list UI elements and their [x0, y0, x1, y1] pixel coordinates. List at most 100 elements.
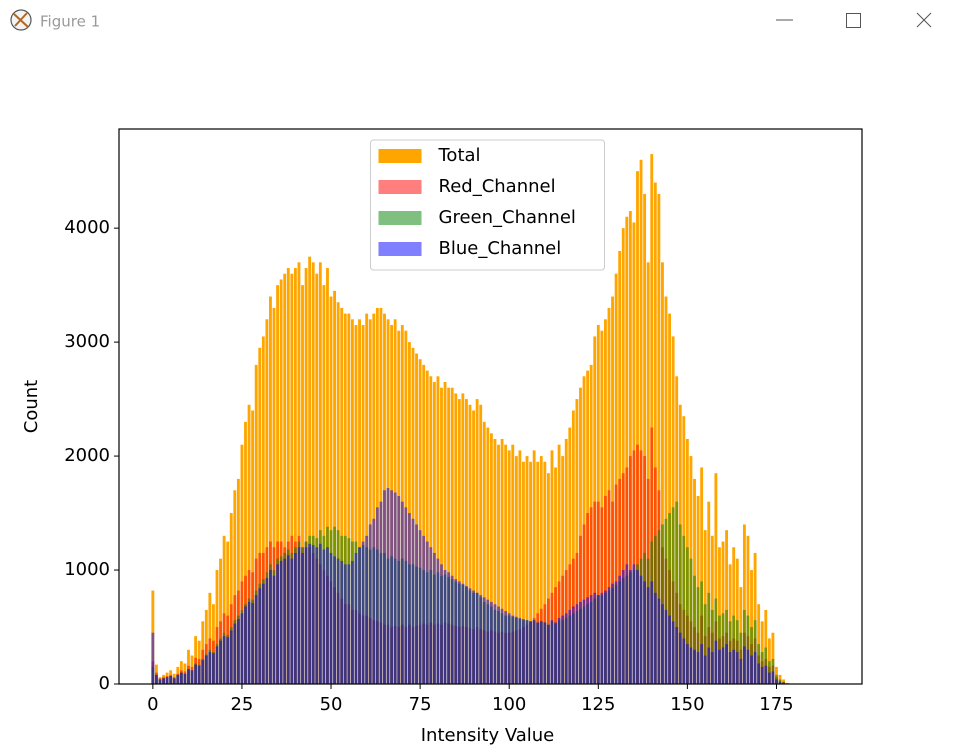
bar [358, 547, 361, 684]
bar [529, 621, 533, 684]
bar [315, 273, 319, 684]
bar [479, 404, 483, 684]
bar [725, 644, 729, 684]
bar [162, 678, 165, 684]
bar [336, 558, 340, 684]
bar [653, 592, 657, 684]
bar [197, 665, 201, 684]
bar [429, 547, 433, 684]
window-title: Figure 1 [40, 13, 100, 31]
legend-label: Total [438, 145, 481, 166]
bar [746, 535, 750, 684]
bar [693, 575, 696, 684]
bar [279, 560, 283, 684]
bar [486, 599, 490, 684]
bar [546, 473, 550, 684]
bar [347, 564, 351, 684]
bar [269, 296, 272, 684]
bar [436, 558, 440, 684]
bar [465, 399, 468, 684]
bar [208, 652, 212, 684]
bar [425, 370, 429, 684]
bar [568, 609, 572, 684]
bar [422, 535, 426, 684]
bar [279, 279, 283, 684]
bar [375, 307, 379, 684]
bar [447, 387, 451, 684]
bar [165, 677, 169, 684]
bar [650, 154, 654, 684]
bar [457, 581, 461, 684]
bar [418, 530, 422, 684]
bar [543, 461, 547, 684]
bar [550, 450, 554, 684]
bar [746, 649, 750, 684]
bar [689, 558, 693, 684]
bar [525, 620, 529, 684]
bar [432, 552, 436, 684]
bar [290, 273, 294, 684]
bar [625, 216, 629, 685]
bar [386, 487, 390, 684]
bar [721, 541, 725, 684]
close-button[interactable] [916, 12, 932, 28]
bar [714, 640, 718, 684]
bar [750, 655, 753, 684]
bar [297, 262, 301, 684]
bar [187, 669, 190, 684]
bar [707, 592, 711, 684]
bar [522, 619, 525, 684]
bar [311, 544, 315, 684]
bar [286, 555, 290, 684]
bar [311, 262, 315, 684]
bar [700, 467, 704, 684]
bar [368, 524, 372, 684]
bar [646, 262, 650, 684]
bar [290, 558, 294, 684]
bar [621, 570, 625, 684]
bar [183, 673, 187, 684]
bar [618, 250, 622, 685]
bar [671, 507, 675, 684]
bar [415, 524, 418, 684]
bar [333, 556, 337, 684]
bar [767, 672, 771, 684]
bar [760, 666, 764, 684]
bar [721, 647, 725, 684]
x-tick-label: 125 [581, 694, 615, 715]
bar [575, 604, 579, 684]
bar [415, 353, 418, 684]
bar [739, 632, 743, 684]
bar [693, 649, 696, 684]
bar [539, 456, 543, 684]
bar [507, 450, 511, 684]
bar [276, 564, 280, 684]
bar [443, 570, 447, 684]
bar [529, 461, 533, 684]
bar [158, 679, 162, 684]
maximize-button[interactable] [846, 13, 861, 28]
bar [661, 262, 664, 684]
bar [190, 670, 194, 684]
bar [657, 598, 661, 684]
bar [596, 595, 600, 684]
bar [532, 620, 536, 684]
bar [465, 585, 468, 684]
bar [365, 535, 369, 684]
bar [500, 608, 504, 684]
bar [735, 652, 739, 684]
y-tick-label: 3000 [64, 331, 110, 352]
bar [293, 552, 297, 684]
bar [258, 347, 262, 684]
bar [753, 552, 757, 684]
bar [436, 376, 440, 684]
x-tick-label: 0 [147, 694, 158, 715]
bar [247, 601, 251, 684]
bar [283, 273, 287, 684]
bar [603, 495, 607, 684]
bar [728, 652, 732, 684]
bar [379, 307, 383, 684]
bar [447, 572, 451, 684]
